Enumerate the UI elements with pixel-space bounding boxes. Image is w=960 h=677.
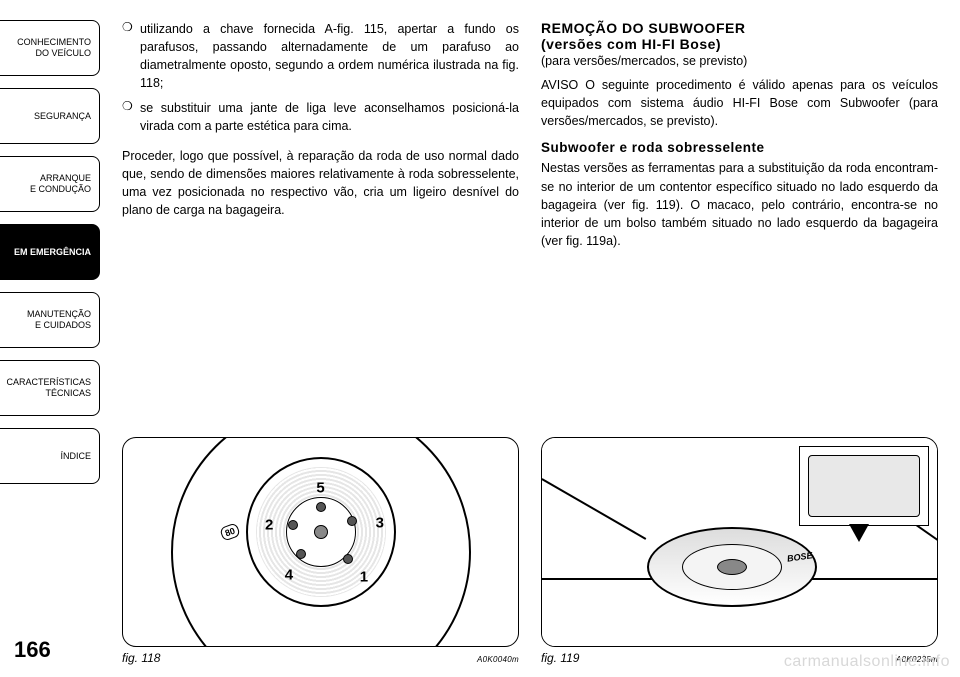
tool-container-shape xyxy=(808,455,920,517)
tab-seguranca[interactable]: SEGURANÇA xyxy=(0,88,100,144)
page: CONHECIMENTO DO VEÍCULO SEGURANÇA ARRANQ… xyxy=(0,0,960,677)
bolt-2 xyxy=(288,520,298,530)
figure-118-illustration: 80 1 2 3 4 5 xyxy=(122,437,519,647)
figure-118: 80 1 2 3 4 5 fig. 118 A0K0040m xyxy=(122,437,519,665)
subwoofer-center xyxy=(717,559,747,575)
heading-removal: REMOÇÃO DO SUBWOOFER xyxy=(541,20,938,36)
bullet-mark: ❍ xyxy=(122,20,140,93)
watermark-text: carmanualsonline.info xyxy=(784,653,950,671)
bullet-text: utilizando a chave fornecida A-fig. 115,… xyxy=(140,20,519,93)
paragraph: AVISO O seguinte procedimento é válido a… xyxy=(541,76,938,130)
tab-label: ARRANQUE E CONDUÇÃO xyxy=(30,173,91,195)
tab-caracteristicas[interactable]: CARACTERÍSTICAS TÉCNICAS xyxy=(0,360,100,416)
figure-119-illustration: BOSE xyxy=(541,437,938,647)
perspective-line xyxy=(542,478,647,539)
tab-label: CARACTERÍSTICAS TÉCNICAS xyxy=(6,377,91,399)
figure-118-caption: fig. 118 A0K0040m xyxy=(122,651,519,665)
figure-119: BOSE fig. 119 A0K0235m xyxy=(541,437,938,665)
tool-inset-box xyxy=(799,446,929,526)
tab-label: SEGURANÇA xyxy=(34,111,91,122)
bolt-3 xyxy=(347,516,357,526)
wheel-center-cap xyxy=(314,525,328,539)
figure-label: fig. 119 xyxy=(541,651,579,665)
figure-code: A0K0040m xyxy=(477,655,519,664)
tab-indice[interactable]: ÍNDICE xyxy=(0,428,100,484)
sidebar-nav: CONHECIMENTO DO VEÍCULO SEGURANÇA ARRANQ… xyxy=(0,0,100,677)
note-text: (para versões/mercados, se previsto) xyxy=(541,54,938,68)
paragraph: Proceder, logo que possível, à reparação… xyxy=(122,147,519,220)
heading-versions: (versões com HI-FI Bose) xyxy=(541,36,938,52)
page-number: 166 xyxy=(14,637,51,663)
bullet-item: ❍ se substituir uma jante de liga leve a… xyxy=(122,99,519,135)
figure-label: fig. 118 xyxy=(122,651,160,665)
tab-arranque[interactable]: ARRANQUE E CONDUÇÃO xyxy=(0,156,100,212)
left-column: ❍ utilizando a chave fornecida A-fig. 11… xyxy=(122,20,519,665)
right-column: REMOÇÃO DO SUBWOOFER (versões com HI-FI … xyxy=(541,20,938,665)
tab-label: MANUTENÇÃO E CUIDADOS xyxy=(27,309,91,331)
subheading-subwoofer: Subwoofer e roda sobresselente xyxy=(541,140,938,155)
bolt-num-3: 3 xyxy=(376,515,384,532)
bolt-num-2: 2 xyxy=(265,517,273,534)
bullet-item: ❍ utilizando a chave fornecida A-fig. 11… xyxy=(122,20,519,93)
bolt-4 xyxy=(296,549,306,559)
content-area: ❍ utilizando a chave fornecida A-fig. 11… xyxy=(100,0,960,677)
bolt-5 xyxy=(316,502,326,512)
bullet-text: se substituir uma jante de liga leve aco… xyxy=(140,99,519,135)
bolt-num-5: 5 xyxy=(316,479,324,496)
tab-label: ÍNDICE xyxy=(60,451,91,462)
callout-arrow-icon xyxy=(849,524,869,542)
tab-emergencia[interactable]: EM EMERGÊNCIA xyxy=(0,224,100,280)
bolt-num-1: 1 xyxy=(360,569,368,586)
tab-conhecimento[interactable]: CONHECIMENTO DO VEÍCULO xyxy=(0,20,100,76)
bolt-1 xyxy=(343,554,353,564)
bullet-mark: ❍ xyxy=(122,99,140,135)
tab-label: CONHECIMENTO DO VEÍCULO xyxy=(17,37,91,59)
bolt-num-4: 4 xyxy=(285,567,293,584)
tab-manutencao[interactable]: MANUTENÇÃO E CUIDADOS xyxy=(0,292,100,348)
tab-label: EM EMERGÊNCIA xyxy=(14,247,91,258)
paragraph: Nestas versões as ferramentas para a sub… xyxy=(541,159,938,250)
